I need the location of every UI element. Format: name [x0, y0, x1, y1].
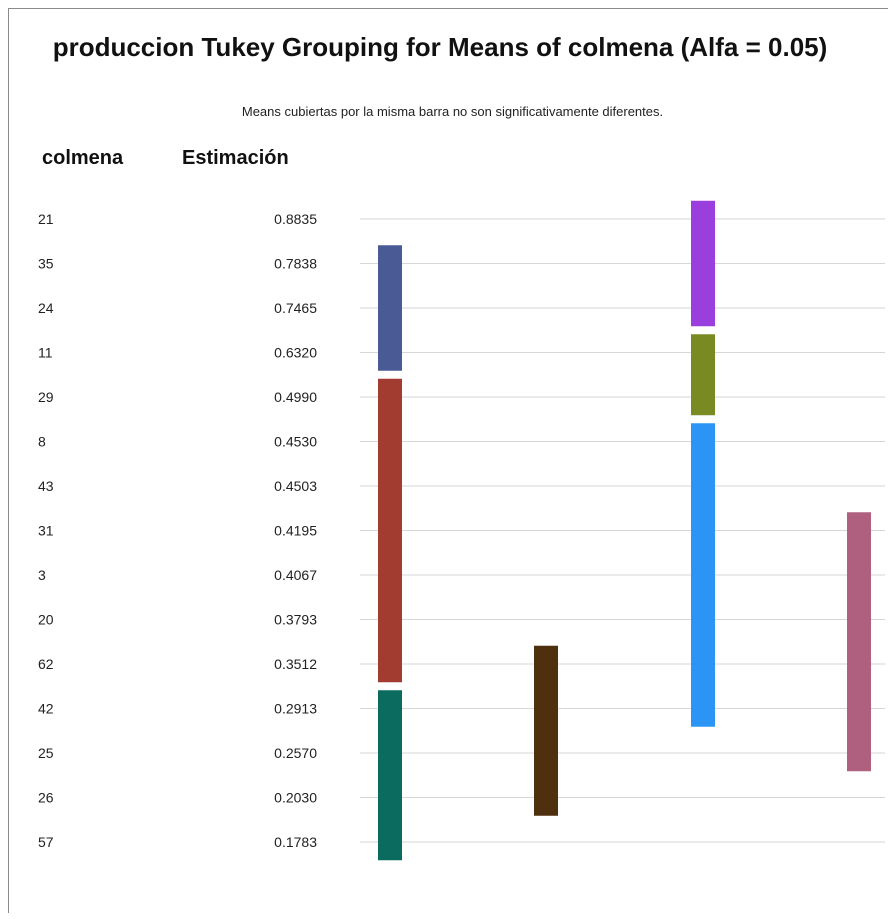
row-value-estimacion: 0.4195: [274, 523, 317, 539]
row-value-estimacion: 0.2570: [274, 745, 317, 761]
group-bar: [691, 334, 715, 416]
row-value-estimacion: 0.4503: [274, 478, 317, 494]
row-label-colmena: 3: [38, 567, 46, 583]
row-label-colmena: 25: [38, 745, 54, 761]
row-value-estimacion: 0.2913: [274, 701, 317, 717]
row-value-estimacion: 0.7465: [274, 300, 317, 316]
row-label-colmena: 24: [38, 300, 54, 316]
column-header-estimacion: Estimación: [182, 147, 289, 169]
row-label-colmena: 57: [38, 834, 54, 850]
group-bar: [378, 378, 402, 683]
chart-frame: [8, 8, 888, 913]
row-label-colmena: 62: [38, 656, 54, 672]
row-label-colmena: 8: [38, 434, 46, 450]
row-label-colmena: 29: [38, 389, 54, 405]
row-label-colmena: 20: [38, 612, 54, 628]
row-label-colmena: 43: [38, 478, 54, 494]
group-bar: [691, 423, 715, 727]
row-value-estimacion: 0.4990: [274, 389, 317, 405]
row-value-estimacion: 0.3512: [274, 656, 317, 672]
row-label-colmena: 21: [38, 211, 54, 227]
row-value-estimacion: 0.7838: [274, 256, 317, 272]
group-bar: [691, 200, 715, 327]
row-value-estimacion: 0.1783: [274, 834, 317, 850]
row-label-colmena: 11: [38, 345, 53, 361]
row-value-estimacion: 0.3793: [274, 612, 317, 628]
row-value-estimacion: 0.2030: [274, 790, 317, 806]
row-value-estimacion: 0.4067: [274, 567, 317, 583]
row-label-colmena: 35: [38, 256, 54, 272]
group-bar: [378, 245, 402, 371]
row-label-colmena: 26: [38, 790, 54, 806]
column-header-colmena: colmena: [42, 147, 124, 169]
row-label-colmena: 42: [38, 701, 54, 717]
chart-subtitle: Means cubiertas por la misma barra no so…: [241, 104, 664, 119]
group-bar: [378, 690, 402, 861]
group-bar: [534, 645, 558, 816]
row-value-estimacion: 0.4530: [274, 434, 317, 450]
row-label-colmena: 31: [38, 523, 54, 539]
group-bar: [847, 512, 871, 772]
chart-title: produccion Tukey Grouping for Means of c…: [52, 32, 828, 62]
row-value-estimacion: 0.6320: [274, 345, 317, 361]
row-value-estimacion: 0.8835: [274, 211, 317, 227]
